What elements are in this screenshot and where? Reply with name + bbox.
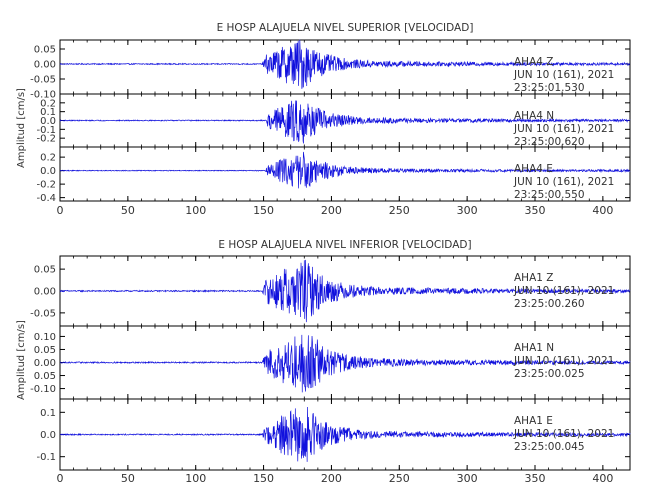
station-label: AHA4 Z xyxy=(514,56,553,68)
x-tick-label: 50 xyxy=(121,472,135,485)
y-tick-label: -0.1 xyxy=(36,125,56,136)
x-tick-label: 200 xyxy=(321,204,342,217)
top-figure: E HOSP ALAJUELA NIVEL SUPERIOR [VELOCIDA… xyxy=(16,22,473,168)
y-tick-label: 0.1 xyxy=(40,408,56,419)
x-tick-label: 350 xyxy=(525,204,546,217)
x-tick-label: 400 xyxy=(592,204,613,217)
x-tick-label: 0 xyxy=(57,472,64,485)
waveform-trace xyxy=(59,406,631,462)
y-tick-label: 0.05 xyxy=(34,265,56,276)
waveform-trace xyxy=(59,151,631,189)
y-tick-label: 0.0 xyxy=(40,166,56,177)
station-label: AHA4 N xyxy=(514,110,554,122)
waveform-trace xyxy=(59,259,631,323)
y-tick-label: -0.2 xyxy=(36,180,56,191)
bottom-figure-ylabel: Amplitud [cm/s] xyxy=(16,320,27,400)
time-label: 23:25:00.045 xyxy=(514,441,585,453)
y-tick-label: -0.05 xyxy=(30,308,56,319)
top-figure-title: E HOSP ALAJUELA NIVEL SUPERIOR [VELOCIDA… xyxy=(217,22,474,34)
station-label: AHA1 E xyxy=(514,415,553,427)
date-label: JUN 10 (161), 2021 xyxy=(513,355,614,367)
y-tick-label: 0.2 xyxy=(40,98,56,109)
y-tick-label: 0.0 xyxy=(40,116,56,127)
time-label: 23:25:00.025 xyxy=(514,368,585,380)
y-tick-label: 0.05 xyxy=(34,345,56,356)
x-tick-label: 100 xyxy=(185,204,206,217)
x-tick-label: 150 xyxy=(253,472,274,485)
station-label: AHA1 N xyxy=(514,342,554,354)
time-label: 23:25:00.550 xyxy=(514,189,585,201)
x-tick-label: 100 xyxy=(185,472,206,485)
x-tick-label: 250 xyxy=(389,472,410,485)
y-tick-label: 0.2 xyxy=(40,153,56,164)
x-tick-label: 250 xyxy=(389,204,410,217)
date-label: JUN 10 (161), 2021 xyxy=(513,428,614,440)
x-tick-label: 300 xyxy=(457,204,478,217)
time-label: 23:25:01.530 xyxy=(514,82,585,94)
x-tick-label: 300 xyxy=(457,472,478,485)
y-tick-label: -0.10 xyxy=(30,90,56,101)
date-label: JUN 10 (161), 2021 xyxy=(513,285,614,297)
station-label: AHA4 E xyxy=(514,163,553,175)
y-tick-label: -0.05 xyxy=(30,75,56,86)
date-label: JUN 10 (161), 2021 xyxy=(513,176,614,188)
date-label: JUN 10 (161), 2021 xyxy=(513,69,614,81)
time-label: 23:25:00.620 xyxy=(514,136,585,148)
waveform-trace xyxy=(59,39,631,89)
waveform-trace xyxy=(59,100,631,144)
y-tick-label: -0.2 xyxy=(36,134,56,145)
waveform-trace xyxy=(59,334,631,393)
date-label: JUN 10 (161), 2021 xyxy=(513,123,614,135)
y-tick-label: 0.05 xyxy=(34,45,56,56)
y-tick-label: -0.10 xyxy=(30,384,56,395)
x-tick-label: 150 xyxy=(253,204,274,217)
x-tick-label: 200 xyxy=(321,472,342,485)
x-tick-label: 400 xyxy=(592,472,613,485)
bottom-figure-title: E HOSP ALAJUELA NIVEL INFERIOR [VELOCIDA… xyxy=(218,239,471,251)
x-tick-label: 50 xyxy=(121,204,135,217)
y-tick-label: 0.00 xyxy=(34,60,56,71)
bottom-figure: E HOSP ALAJUELA NIVEL INFERIOR [VELOCIDA… xyxy=(16,239,472,400)
y-tick-label: 0.00 xyxy=(34,287,56,298)
time-label: 23:25:00.260 xyxy=(514,298,585,310)
station-label: AHA1 Z xyxy=(514,272,553,284)
y-tick-label: 0.10 xyxy=(34,332,56,343)
y-tick-label: 0.0 xyxy=(40,430,56,441)
top-figure-ylabel: Amplitud [cm/s] xyxy=(16,88,27,168)
y-tick-label: -0.1 xyxy=(36,452,56,463)
y-tick-label: 0.1 xyxy=(40,107,56,118)
x-tick-label: 0 xyxy=(57,204,64,217)
y-tick-label: 0.05 xyxy=(34,371,56,382)
x-tick-label: 350 xyxy=(525,472,546,485)
y-tick-label: 0.00 xyxy=(34,358,56,369)
y-tick-label: -0.4 xyxy=(36,193,56,204)
